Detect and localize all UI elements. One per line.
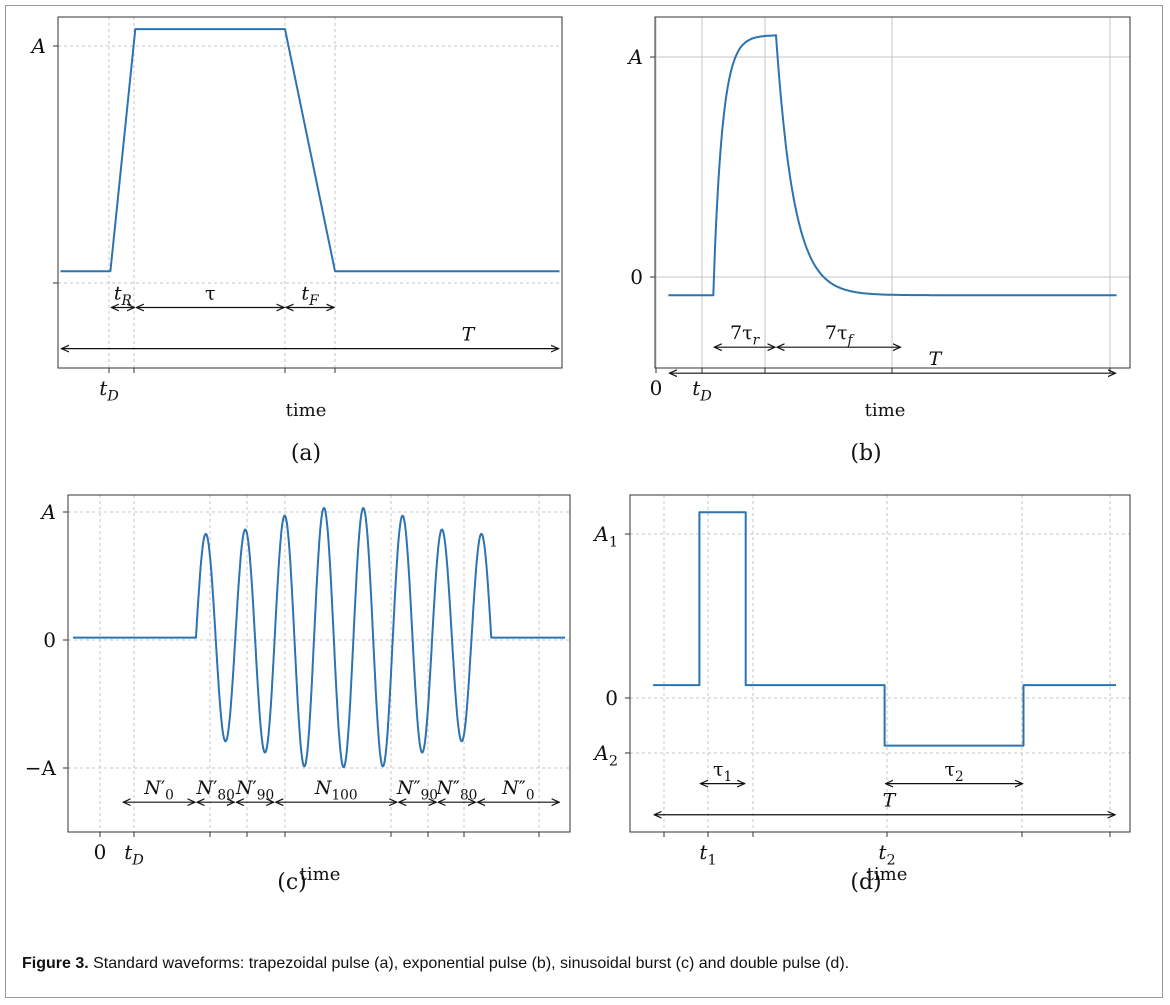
span-label: N″0 [501, 777, 534, 803]
span-label: T [929, 348, 943, 370]
span-label: T [883, 790, 897, 812]
span-label: N″90 [396, 777, 438, 803]
y-tick-label: A [627, 45, 643, 69]
span-label: N′80 [195, 777, 234, 803]
span-label: N″80 [435, 777, 477, 803]
y-tick-label: A [30, 34, 46, 58]
panel-label: (d) [850, 870, 881, 895]
panel-label: (b) [850, 441, 881, 466]
panel-label: (c) [277, 870, 307, 895]
span-label: tF [301, 282, 319, 308]
y-tick-label: 0 [630, 265, 643, 289]
x-tick-label: 0 [94, 840, 107, 864]
grid [58, 17, 562, 368]
panel-c: N′0 N′80 N′90 N100 N″90N″80 N″0 0 tD A 0 −A time(c) [25, 494, 571, 895]
waveform-line [72, 507, 566, 769]
grid [630, 495, 1130, 832]
panel-label: (a) [291, 441, 321, 466]
y-tick-label: 0 [605, 686, 618, 710]
waveform-line [668, 34, 1117, 297]
axes-box [57, 16, 563, 369]
y-tick-label: A [40, 500, 56, 524]
x-axis-label: time [286, 400, 327, 421]
x-axis-label: time [867, 864, 908, 885]
figure-frame [5, 5, 1163, 998]
span-label: N′90 [235, 777, 274, 803]
panel-d: τ1 τ2 Tt1 t2 A1 0 A2 time(d) [592, 494, 1131, 895]
x-tick-label: t2 [878, 840, 895, 869]
y-tick-label: A2 [592, 741, 618, 770]
caption-label: Figure 3. [22, 955, 89, 972]
x-tick-label: t1 [699, 840, 716, 869]
x-tick-label: tD [124, 840, 144, 869]
x-tick-label: 0 [650, 376, 663, 400]
caption-text: Standard waveforms: trapezoidal pulse (a… [88, 955, 850, 972]
axes-box [629, 494, 1131, 833]
y-tick-label: A1 [592, 522, 618, 551]
y-tick-label: −A [25, 756, 57, 780]
x-axis-label: time [300, 864, 341, 885]
y-tick-label: 0 [43, 628, 56, 652]
grid [655, 17, 1130, 368]
span-label: tR [114, 282, 132, 308]
waveform-line [60, 28, 560, 273]
span-label: τ1 [713, 759, 732, 785]
span-label: N100 [314, 777, 358, 803]
x-tick-label: tD [692, 376, 712, 405]
span-label: 7τr [730, 322, 761, 348]
waveform-line [653, 511, 1117, 747]
span-label: T [462, 324, 476, 346]
x-tick-label: tD [99, 376, 119, 405]
span-label: τ [205, 282, 216, 304]
span-label: 7τf [825, 322, 856, 348]
span-label: N′0 [143, 777, 174, 803]
figure-caption: Figure 3. Standard waveforms: trapezoida… [22, 955, 1152, 973]
x-axis-label: time [865, 400, 906, 421]
axes-box [67, 494, 571, 833]
panel-b: 7τr 7τf T 0 tD A 0 time (b) [627, 16, 1131, 466]
span-label: τ2 [944, 759, 963, 785]
